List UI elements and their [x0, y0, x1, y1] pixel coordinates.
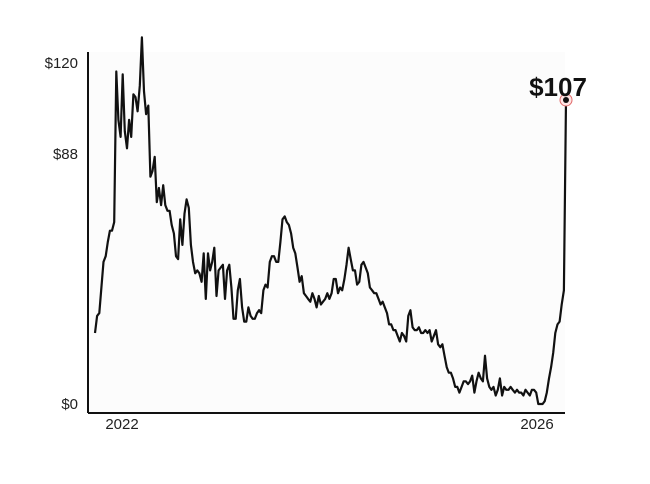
price-line	[93, 36, 568, 406]
axes	[87, 52, 565, 414]
x-tick-label: 2022	[105, 416, 138, 433]
y-tick-label: $120	[45, 55, 78, 72]
y-tick-label: $88	[53, 146, 78, 163]
plot-background	[88, 52, 565, 413]
series-lines	[93, 36, 568, 406]
last-value-callout: $107	[529, 72, 587, 107]
last-value-label: $107	[529, 72, 587, 102]
y-tick-label: $0	[61, 396, 78, 413]
tick-labels: $0 $88 $120 2022 2026	[45, 55, 554, 433]
plot-area	[88, 52, 565, 413]
last-point-marker	[563, 96, 569, 103]
x-tick-label: 2026	[520, 416, 553, 433]
